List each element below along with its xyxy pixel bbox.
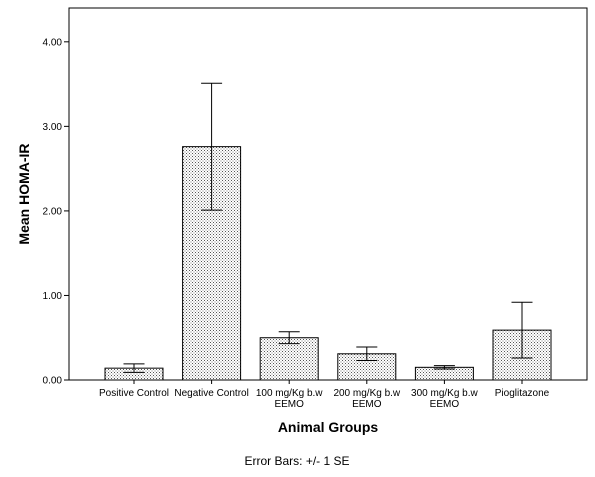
x-tick-label: Positive Control [99,388,169,399]
error-bars-note: Error Bars: +/- 1 SE [244,454,349,468]
y-axis: 0.00 1.00 2.00 3.00 4.00 [43,37,69,387]
x-tick-label: Pioglitazone [495,388,550,399]
x-tick-label: 200 mg/Kg b.w EEMO [333,388,400,410]
y-tick-label: 3.00 [43,122,63,133]
x-tick-label: 300 mg/Kg b.w EEMO [411,388,478,410]
x-tick-label: 100 mg/Kg b.w EEMO [256,388,323,410]
x-axis: Positive Control Negative Control 100 mg/K… [99,380,550,410]
y-axis-title: Mean HOMA-IR [16,143,32,244]
y-tick-label: 2.00 [43,206,63,217]
bar [259,337,319,381]
bars [104,82,552,381]
x-tick-label: Negative Control [174,388,248,399]
y-tick-label: 4.00 [43,37,63,48]
y-tick-label: 0.00 [43,376,63,387]
y-tick-label: 1.00 [43,291,63,302]
x-axis-title: Animal Groups [278,419,379,435]
plot-frame [68,7,588,381]
